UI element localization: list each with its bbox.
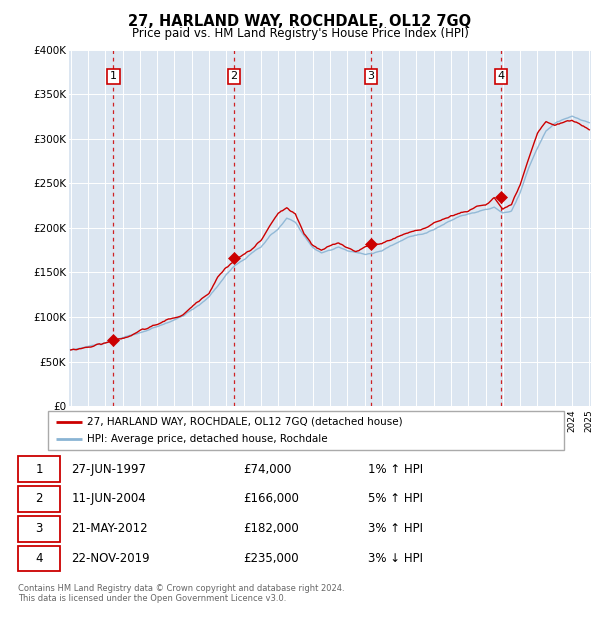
Text: 4: 4 — [497, 71, 505, 81]
Text: 3% ↓ HPI: 3% ↓ HPI — [368, 552, 422, 565]
Text: 21-MAY-2012: 21-MAY-2012 — [71, 523, 148, 535]
Text: 3: 3 — [368, 71, 374, 81]
Text: 27-JUN-1997: 27-JUN-1997 — [71, 463, 146, 476]
FancyBboxPatch shape — [48, 411, 564, 449]
Text: £74,000: £74,000 — [244, 463, 292, 476]
Text: 11-JUN-2004: 11-JUN-2004 — [71, 492, 146, 505]
Text: 1: 1 — [110, 71, 117, 81]
Text: Contains HM Land Registry data © Crown copyright and database right 2024.
This d: Contains HM Land Registry data © Crown c… — [18, 584, 344, 603]
Text: 2: 2 — [35, 492, 43, 505]
Text: 3% ↑ HPI: 3% ↑ HPI — [368, 523, 422, 535]
Text: £235,000: £235,000 — [244, 552, 299, 565]
Text: £166,000: £166,000 — [244, 492, 299, 505]
Text: 27, HARLAND WAY, ROCHDALE, OL12 7GQ: 27, HARLAND WAY, ROCHDALE, OL12 7GQ — [128, 14, 472, 29]
Text: 4: 4 — [35, 552, 43, 565]
Text: 22-NOV-2019: 22-NOV-2019 — [71, 552, 150, 565]
FancyBboxPatch shape — [18, 456, 60, 482]
Text: 2: 2 — [230, 71, 238, 81]
FancyBboxPatch shape — [18, 486, 60, 512]
Text: HPI: Average price, detached house, Rochdale: HPI: Average price, detached house, Roch… — [86, 434, 328, 444]
Text: 5% ↑ HPI: 5% ↑ HPI — [368, 492, 422, 505]
Text: 1% ↑ HPI: 1% ↑ HPI — [368, 463, 423, 476]
Text: £182,000: £182,000 — [244, 523, 299, 535]
Text: 1: 1 — [35, 463, 43, 476]
Text: 27, HARLAND WAY, ROCHDALE, OL12 7GQ (detached house): 27, HARLAND WAY, ROCHDALE, OL12 7GQ (det… — [86, 417, 403, 427]
Text: Price paid vs. HM Land Registry's House Price Index (HPI): Price paid vs. HM Land Registry's House … — [131, 27, 469, 40]
FancyBboxPatch shape — [18, 546, 60, 572]
Text: 3: 3 — [35, 523, 43, 535]
FancyBboxPatch shape — [18, 516, 60, 542]
